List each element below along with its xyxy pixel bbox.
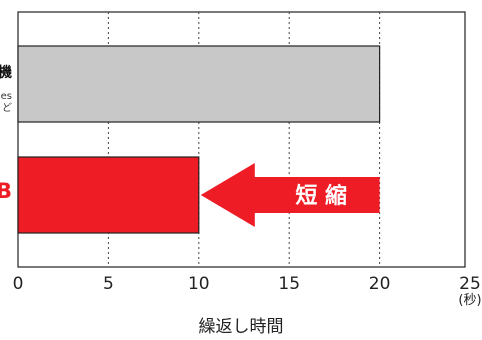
category-label-bottom: B <box>0 179 12 203</box>
bar-1 <box>17 156 200 234</box>
bar-0 <box>17 45 381 123</box>
x-tick-label-5: 25 <box>459 274 481 294</box>
bars <box>17 45 381 234</box>
reduction-arrow <box>200 163 380 227</box>
x-tick-label-2: 10 <box>188 274 210 294</box>
x-tick-label-3: 15 <box>278 274 300 294</box>
x-tick-label-4: 20 <box>369 274 391 294</box>
x-axis-title: 繰返し時間 <box>199 317 284 337</box>
x-axis-unit: (秒) <box>458 293 481 308</box>
reduction-label: 短 縮 <box>295 183 347 209</box>
category-label-top: 機 <box>0 64 12 81</box>
x-tick-label-0: 0 <box>13 274 24 294</box>
category-sublabel-top-1: es <box>1 91 12 102</box>
annotation: 短 縮 <box>200 163 380 227</box>
plot-frame <box>17 11 466 268</box>
category-sublabel-top-2: ど <box>2 102 12 114</box>
x-tick-labels: 0 5 10 15 20 25 <box>13 274 481 294</box>
x-tick-label-1: 5 <box>103 274 114 294</box>
